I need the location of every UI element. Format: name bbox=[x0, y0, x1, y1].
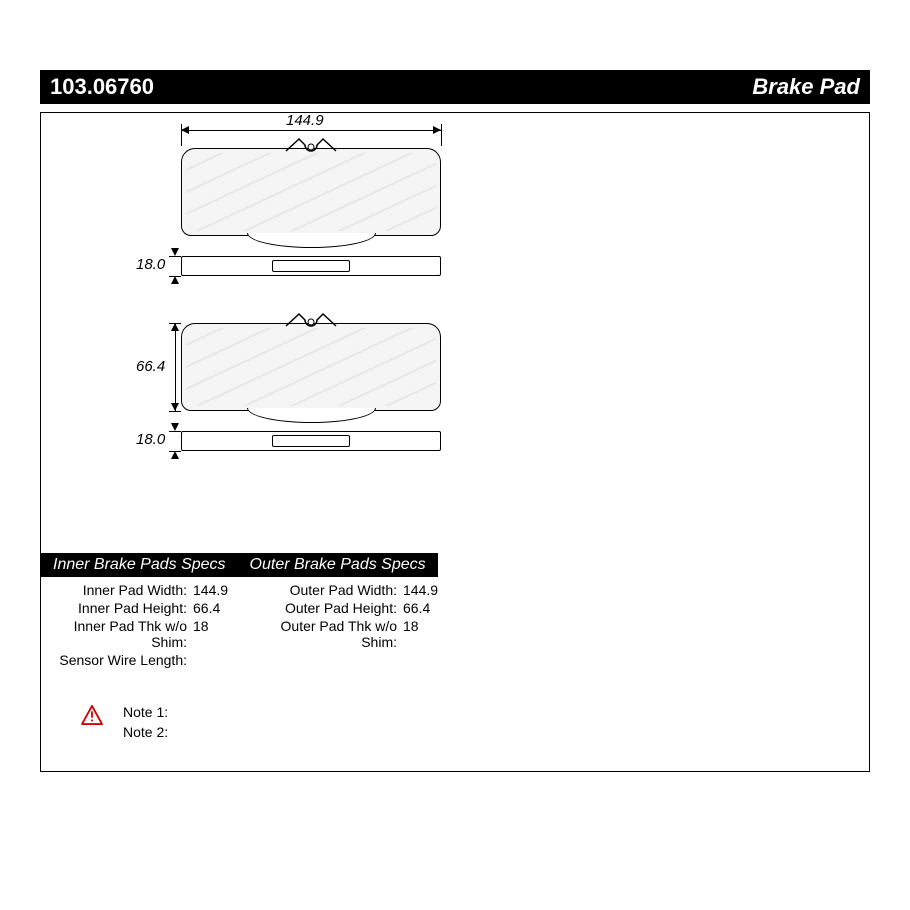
specs-header-bar: Inner Brake Pads Specs Outer Brake Pads … bbox=[41, 553, 438, 577]
spec-value: 66.4 bbox=[191, 600, 220, 616]
top-pad-side bbox=[181, 256, 441, 276]
notes-section: Note 1: Note 2: bbox=[81, 703, 168, 742]
dim-height-line bbox=[175, 323, 176, 411]
arrow-icon bbox=[433, 126, 441, 134]
spec-label: Outer Pad Thk w/o Shim: bbox=[251, 618, 401, 650]
dim-width-line bbox=[181, 130, 441, 131]
warning-icon bbox=[81, 705, 103, 725]
pad-texture bbox=[186, 328, 436, 406]
bottom-pad-side bbox=[181, 431, 441, 451]
outer-specs-header: Outer Brake Pads Specs bbox=[238, 553, 438, 577]
spec-row: Outer Pad Thk w/o Shim: 18 bbox=[251, 617, 461, 651]
spec-label: Inner Pad Height: bbox=[41, 600, 191, 616]
spec-row: Outer Pad Width: 144.9 bbox=[251, 581, 461, 599]
diagram-area: 144.9 18.0 66.4 18.0 bbox=[91, 118, 471, 548]
ext-line bbox=[441, 124, 442, 146]
ext-line bbox=[169, 431, 181, 432]
spec-value: 144.9 bbox=[191, 582, 228, 598]
arrow-icon bbox=[181, 126, 189, 134]
spec-row: Outer Pad Height: 66.4 bbox=[251, 599, 461, 617]
clip-icon bbox=[281, 137, 341, 153]
spec-label: Outer Pad Height: bbox=[251, 600, 401, 616]
spec-label: Inner Pad Width: bbox=[41, 582, 191, 598]
bottom-pad-face bbox=[181, 323, 441, 411]
spec-label: Sensor Wire Length: bbox=[41, 652, 191, 668]
clip-icon bbox=[281, 312, 341, 328]
arrow-icon bbox=[171, 323, 179, 331]
spec-value: 18 bbox=[401, 618, 419, 650]
notes-text: Note 1: Note 2: bbox=[123, 703, 168, 742]
spec-value: 144.9 bbox=[401, 582, 438, 598]
dim-thk-bot-label: 18.0 bbox=[136, 431, 165, 448]
spec-row: Inner Pad Thk w/o Shim: 18 bbox=[41, 617, 251, 651]
ext-line bbox=[181, 124, 182, 146]
arrow-icon bbox=[171, 451, 179, 459]
spec-row: Inner Pad Width: 144.9 bbox=[41, 581, 251, 599]
spec-label: Outer Pad Width: bbox=[251, 582, 401, 598]
arrow-icon bbox=[171, 403, 179, 411]
pad-texture bbox=[186, 153, 436, 231]
ext-line bbox=[169, 411, 181, 412]
inner-specs-header: Inner Brake Pads Specs bbox=[41, 553, 238, 577]
note-1-label: Note 1: bbox=[123, 703, 168, 723]
page-title: Brake Pad bbox=[752, 74, 860, 100]
dim-height-label: 66.4 bbox=[136, 358, 165, 375]
ext-line bbox=[169, 323, 181, 324]
header-bar: 103.06760 Brake Pad bbox=[40, 70, 870, 104]
note-2-label: Note 2: bbox=[123, 723, 168, 743]
arrow-icon bbox=[171, 248, 179, 256]
dim-thk-top-label: 18.0 bbox=[136, 256, 165, 273]
part-number: 103.06760 bbox=[50, 74, 154, 100]
inner-specs-col: Inner Pad Width: 144.9 Inner Pad Height:… bbox=[41, 581, 251, 669]
spec-label: Inner Pad Thk w/o Shim: bbox=[41, 618, 191, 650]
outer-specs-col: Outer Pad Width: 144.9 Outer Pad Height:… bbox=[251, 581, 461, 669]
ext-line bbox=[169, 256, 181, 257]
arrow-icon bbox=[171, 276, 179, 284]
spec-row: Sensor Wire Length: bbox=[41, 651, 251, 669]
spec-row: Inner Pad Height: 66.4 bbox=[41, 599, 251, 617]
specs-table: Inner Pad Width: 144.9 Inner Pad Height:… bbox=[41, 581, 461, 669]
spec-value: 18 bbox=[191, 618, 209, 650]
top-pad-face bbox=[181, 148, 441, 236]
spec-value: 66.4 bbox=[401, 600, 430, 616]
drawing-frame: 144.9 18.0 66.4 18.0 bbox=[40, 112, 870, 772]
arrow-icon bbox=[171, 423, 179, 431]
dim-width-label: 144.9 bbox=[286, 112, 324, 129]
spec-value bbox=[191, 652, 193, 668]
